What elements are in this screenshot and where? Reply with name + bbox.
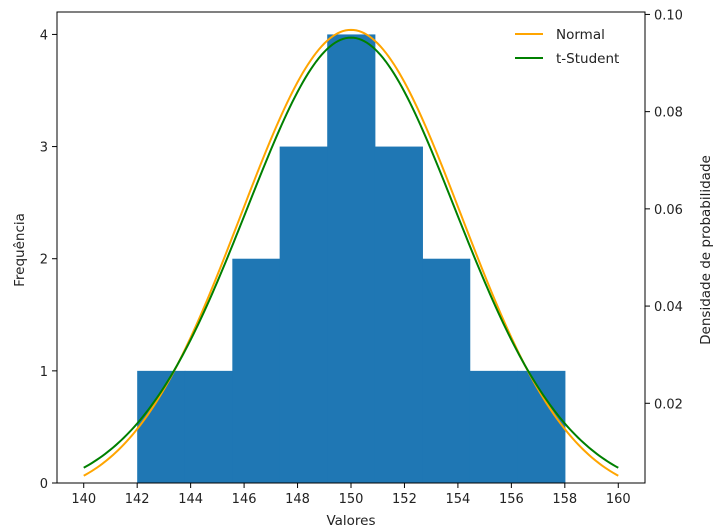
y2-tick-label: 0.08 — [654, 106, 683, 121]
x-tick-label: 140 — [71, 492, 96, 507]
histogram-bars — [137, 34, 566, 484]
histogram-bar — [137, 370, 186, 483]
histogram-bar — [184, 370, 233, 483]
x-tick-label: 142 — [125, 492, 150, 507]
density-curve — [83, 36, 619, 469]
legend: Normal t-Student — [515, 27, 619, 67]
y-tick-label: 3 — [40, 141, 48, 156]
x-tick-label: 156 — [499, 492, 524, 507]
y2-tick-label: 0.10 — [654, 8, 683, 23]
y-tick-label: 4 — [40, 28, 48, 43]
x-tick-label: 146 — [232, 492, 257, 507]
x-tick-label: 152 — [392, 492, 417, 507]
y-axis-left: 0 1 2 3 4 — [40, 28, 57, 492]
y2-tick-label: 0.06 — [654, 203, 683, 218]
y-axis-label: Frequência — [12, 213, 28, 287]
y2-tick-label: 0.02 — [654, 397, 683, 412]
x-tick-label: 160 — [606, 492, 631, 507]
histogram-bar — [517, 370, 566, 483]
histogram-bar — [327, 34, 376, 484]
x-tick-label: 158 — [552, 492, 577, 507]
y-tick-label: 1 — [40, 365, 48, 380]
x-tick-label: 150 — [339, 492, 364, 507]
histogram-bar — [232, 258, 281, 483]
y-tick-label: 2 — [40, 253, 48, 268]
density-curves — [83, 28, 619, 477]
x-tick-label: 144 — [178, 492, 203, 507]
y-axis-right: 0.02 0.04 0.06 0.08 0.10 — [645, 8, 683, 412]
x-tick-label: 148 — [285, 492, 310, 507]
histogram-bar — [469, 370, 518, 483]
y-tick-label: 0 — [40, 477, 48, 492]
x-tick-label: 154 — [445, 492, 470, 507]
histogram-bar — [374, 146, 423, 484]
histogram-bar — [279, 146, 328, 484]
x-axis-label: Valores — [326, 513, 375, 529]
legend-label-normal: Normal — [556, 27, 605, 43]
x-axis: 140 142 144 146 148 150 152 154 156 158 160 — [71, 483, 631, 507]
y2-axis-label: Densidade de probabilidade — [698, 155, 713, 345]
histogram-bar — [422, 258, 471, 483]
legend-label-t-student: t-Student — [556, 51, 619, 67]
y2-tick-label: 0.04 — [654, 300, 683, 315]
